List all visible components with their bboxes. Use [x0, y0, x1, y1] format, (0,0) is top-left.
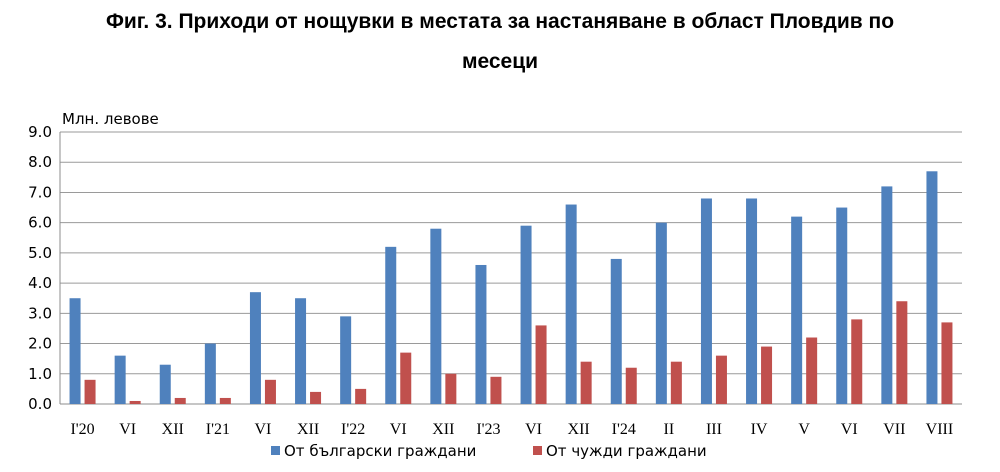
- x-tick-label: IV: [751, 421, 768, 438]
- chart-title-line1: Фиг. 3. Приходи от нощувки в местата за …: [105, 10, 895, 33]
- bar-bulgarian: [610, 258, 622, 404]
- legend-swatch-bulgarian: [271, 446, 280, 455]
- y-axis-label: Млн. левове: [62, 110, 159, 128]
- x-tick-label: VI: [841, 421, 858, 438]
- bar-bulgarian: [295, 298, 307, 404]
- x-tick-label: XII: [568, 421, 590, 438]
- x-tick-label: II: [664, 421, 675, 438]
- x-tick-label: VI: [255, 421, 272, 438]
- y-tick-label: 4.0: [28, 274, 52, 292]
- gridlines: [59, 131, 962, 405]
- bar-foreign: [715, 355, 727, 404]
- bar-bulgarian: [565, 204, 577, 404]
- bar-foreign: [264, 379, 276, 404]
- x-tick-label: VI: [119, 421, 136, 438]
- bar-foreign: [806, 337, 818, 404]
- bar-foreign: [355, 388, 367, 404]
- legend: От български граждани От чужди граждани: [271, 442, 707, 460]
- bar-bulgarian: [204, 343, 216, 404]
- bar-bulgarian: [430, 228, 442, 404]
- x-tick-label: I'21: [206, 421, 230, 438]
- bar-foreign: [84, 379, 96, 404]
- x-tick-label: VII: [883, 421, 905, 438]
- bar-bulgarian: [475, 264, 487, 404]
- bar-foreign: [580, 361, 592, 404]
- bar-bulgarian: [340, 316, 352, 404]
- x-tick-label: VI: [525, 421, 542, 438]
- bar-foreign: [490, 376, 502, 404]
- bar-bulgarian: [69, 298, 81, 404]
- bar-foreign: [219, 397, 231, 404]
- bar-bulgarian: [114, 355, 126, 404]
- bar-foreign: [896, 301, 908, 404]
- legend-swatch-foreign: [533, 446, 542, 455]
- bar-bulgarian: [791, 216, 803, 404]
- chart-title: Фиг. 3. Приходи от нощувки в местата за …: [0, 2, 1000, 82]
- y-tick-label: 1.0: [28, 365, 52, 383]
- y-tick-label: 6.0: [28, 214, 52, 232]
- bar-foreign: [400, 352, 412, 404]
- y-axis-ticks: 0.0 1.0 2.0 3.0 4.0 5.0 6.0 7.0 8.0 9.0: [28, 123, 52, 413]
- x-axis-ticks: I'20 VI XII I'21 VI XII I'22 VI XII I'23 VI XII I'24…: [70, 421, 953, 438]
- bar-foreign: [445, 373, 457, 404]
- bar-bulgarian: [520, 225, 532, 404]
- y-tick-label: 2.0: [28, 335, 52, 353]
- y-tick-label: 9.0: [28, 123, 52, 141]
- x-tick-label: I'22: [341, 421, 365, 438]
- y-tick-label: 3.0: [28, 304, 52, 322]
- bar-bulgarian: [881, 186, 893, 404]
- bar-foreign: [941, 322, 953, 404]
- x-tick-label: XII: [432, 421, 454, 438]
- bar-foreign: [851, 319, 863, 404]
- x-tick-label: III: [706, 421, 722, 438]
- legend-label-bulgarian: От български граждани: [284, 442, 476, 460]
- bar-foreign: [761, 346, 773, 404]
- x-tick-label: XII: [162, 421, 184, 438]
- bar-bulgarian: [700, 198, 712, 404]
- bar-foreign: [129, 400, 141, 404]
- bar-bulgarian: [655, 222, 667, 404]
- bar-foreign: [625, 367, 637, 404]
- bar-foreign: [310, 391, 322, 404]
- x-tick-label: XII: [297, 421, 319, 438]
- bar-bulgarian: [836, 207, 848, 404]
- x-tick-label: I'24: [612, 421, 636, 438]
- x-tick-label: I'20: [70, 421, 94, 438]
- x-tick-label: VIII: [926, 421, 954, 438]
- bar-bulgarian: [249, 292, 261, 404]
- bar-bulgarian: [926, 171, 938, 404]
- bar-bulgarian: [159, 364, 171, 404]
- y-tick-label: 8.0: [28, 153, 52, 171]
- x-tick-label: I'23: [476, 421, 500, 438]
- bar-bulgarian: [385, 246, 397, 404]
- bar-foreign: [535, 325, 547, 404]
- chart-title-line2: месеци: [461, 50, 539, 73]
- bars: [69, 171, 953, 404]
- y-tick-label: 5.0: [28, 244, 52, 262]
- y-tick-label: 0.0: [28, 395, 52, 413]
- bar-foreign: [174, 397, 186, 404]
- x-tick-label: V: [798, 421, 810, 438]
- x-tick-label: VI: [390, 421, 407, 438]
- bar-foreign: [670, 361, 682, 404]
- bar-bulgarian: [746, 198, 758, 404]
- y-tick-label: 7.0: [28, 183, 52, 201]
- legend-label-foreign: От чужди граждани: [546, 442, 707, 460]
